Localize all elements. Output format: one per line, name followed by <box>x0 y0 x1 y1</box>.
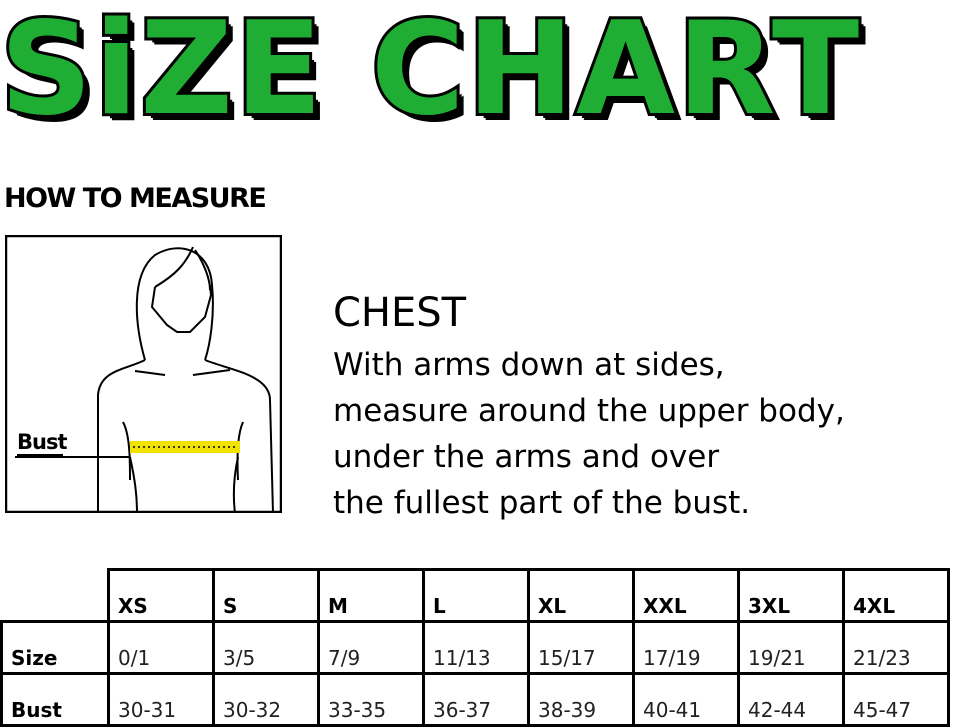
table-cell: 0/1 <box>107 620 215 675</box>
table-cell: 36-37 <box>422 672 530 727</box>
table-header-row: XS S M L XL XXL 3XL 4XL <box>1 568 950 623</box>
table-cell: 15/17 <box>527 620 635 675</box>
header-cell: 3XL <box>737 568 845 623</box>
header-cell: L <box>422 568 530 623</box>
table-cell: 17/19 <box>632 620 740 675</box>
empty-corner-cell <box>1 569 110 623</box>
table-cell: 40-41 <box>632 672 740 727</box>
table-cell: 30-32 <box>212 672 320 727</box>
instruction-line: under the arms and over <box>333 439 720 475</box>
table-cell: 19/21 <box>737 620 845 675</box>
table-row: Bust 30-31 30-32 33-35 36-37 38-39 40-41… <box>0 672 950 727</box>
size-table: XS S M L XL XXL 3XL 4XL Size 0/1 3/5 7/9… <box>0 568 950 727</box>
instruction-line: With arms down at sides, <box>333 347 725 383</box>
row-label: Size <box>0 620 110 675</box>
table-cell: 42-44 <box>737 672 845 727</box>
header-cell: XL <box>527 568 635 623</box>
bust-label: Bust <box>17 430 67 454</box>
table-cell: 7/9 <box>317 620 425 675</box>
chest-heading: CHEST <box>333 290 467 336</box>
measure-illustration: Bust <box>4 234 283 514</box>
table-cell: 45-47 <box>842 672 950 727</box>
how-to-measure-heading: HOW TO MEASURE <box>4 183 267 214</box>
instruction-line: the fullest part of the bust. <box>333 485 751 521</box>
size-chart-title: SiZE CHART <box>0 0 862 144</box>
header-cell: M <box>317 568 425 623</box>
table-cell: 21/23 <box>842 620 950 675</box>
chest-instructions: With arms down at sides, measure around … <box>333 342 948 526</box>
header-cell: S <box>212 568 320 623</box>
table-cell: 30-31 <box>107 672 215 727</box>
table-cell: 11/13 <box>422 620 530 675</box>
table-row: Size 0/1 3/5 7/9 11/13 15/17 17/19 19/21… <box>0 620 950 675</box>
table-cell: 3/5 <box>212 620 320 675</box>
header-cell: XXL <box>632 568 740 623</box>
header-cell: XS <box>107 568 215 623</box>
row-label: Bust <box>0 672 110 727</box>
table-cell: 33-35 <box>317 672 425 727</box>
header-cell: 4XL <box>842 568 950 623</box>
table-cell: 38-39 <box>527 672 635 727</box>
instruction-line: measure around the upper body, <box>333 393 845 429</box>
